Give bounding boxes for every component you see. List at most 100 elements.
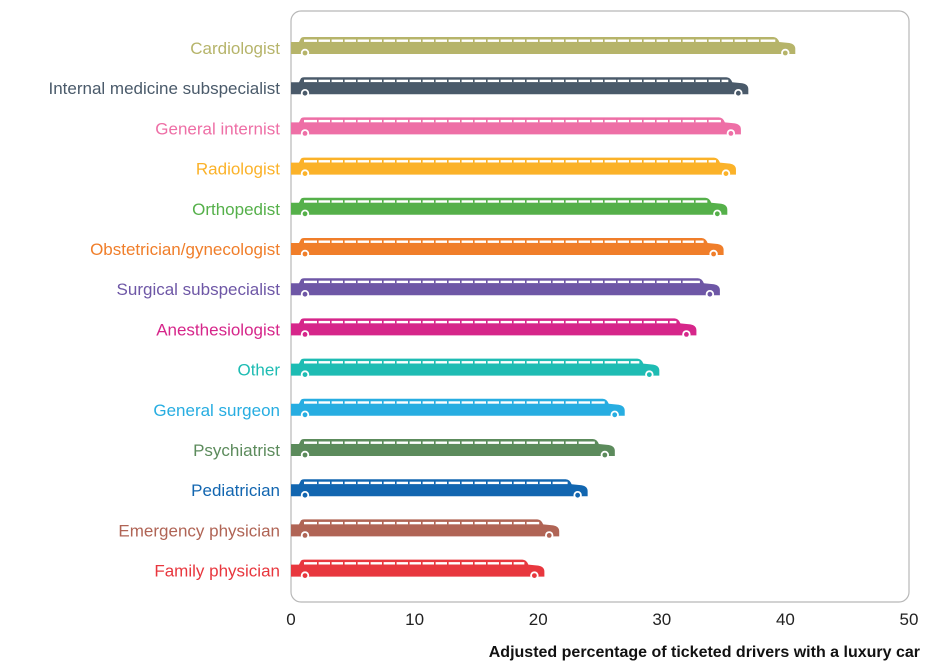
bar-window-divider	[395, 239, 397, 243]
bar-window-divider	[577, 118, 579, 123]
bar-window-divider	[577, 399, 579, 404]
bar-window-divider	[590, 158, 592, 163]
bar-window-divider	[434, 118, 436, 123]
bar-window-divider	[421, 319, 423, 324]
bar-wheel-hub	[302, 533, 308, 538]
bar-window-divider	[590, 38, 592, 42]
bar-window-divider	[460, 239, 462, 243]
bar-window-strip	[304, 280, 700, 284]
bar-window-divider	[356, 158, 358, 163]
bar-window-divider	[434, 279, 436, 284]
bar-window-divider	[395, 38, 397, 42]
bar-window-divider	[460, 560, 462, 565]
bar-window-divider	[460, 279, 462, 284]
bar-11	[291, 479, 588, 500]
bar-window-divider	[317, 118, 319, 123]
bar-window-divider	[551, 480, 553, 485]
bar-window-divider	[525, 520, 527, 525]
bar-window-divider	[343, 319, 345, 324]
bar-window-divider	[642, 198, 644, 203]
bar-window-divider	[564, 198, 566, 203]
bar-window-divider	[330, 158, 332, 163]
bar-window-divider	[460, 38, 462, 42]
bar-window-divider	[460, 158, 462, 163]
bar-window-divider	[434, 440, 436, 444]
bar-window-divider	[642, 279, 644, 284]
bar-window-divider	[382, 78, 384, 83]
bar-window-divider	[356, 399, 358, 404]
bar-window-divider	[343, 198, 345, 203]
bar-window-divider	[525, 399, 527, 404]
bar-window-divider	[538, 440, 540, 444]
bar-window-divider	[538, 359, 540, 364]
bar-window-divider	[538, 480, 540, 485]
bar-window-divider	[369, 359, 371, 364]
bar-window-divider	[525, 198, 527, 203]
bar-window-divider	[486, 480, 488, 485]
bar-window-divider	[317, 239, 319, 243]
bar-window-divider	[330, 520, 332, 525]
bar-window-divider	[642, 319, 644, 324]
bar-window-divider	[525, 480, 527, 485]
bar-window-divider	[603, 239, 605, 243]
bar-window-strip	[304, 240, 704, 243]
bar-window-divider	[668, 319, 670, 324]
bar-window-divider	[434, 520, 436, 525]
bar-window-divider	[486, 520, 488, 525]
bar-wheel-hub	[302, 452, 308, 458]
bar-wheel-hub	[575, 492, 581, 498]
category-label: Pediatrician	[191, 481, 280, 500]
bar-window-divider	[512, 560, 514, 565]
bar-12	[291, 519, 560, 540]
bar-window-divider	[356, 560, 358, 565]
bar-window-divider	[564, 399, 566, 404]
bar-window-divider	[694, 158, 696, 163]
bar-window-divider	[382, 158, 384, 163]
bar-window-divider	[421, 118, 423, 123]
bar-window-divider	[395, 78, 397, 83]
bar-window-divider	[603, 78, 605, 83]
bar-window-divider	[629, 319, 631, 324]
bar-window-divider	[512, 38, 514, 42]
bar-window-divider	[343, 158, 345, 163]
bar-window-divider	[447, 38, 449, 42]
bar-window-divider	[616, 118, 618, 123]
bar-window-divider	[525, 319, 527, 324]
category-label: Anesthesiologist	[156, 320, 280, 339]
bar-window-divider	[694, 78, 696, 83]
bar-window-divider	[421, 440, 423, 444]
bar-window-divider	[603, 319, 605, 324]
bar-window-divider	[577, 158, 579, 163]
bar-window-divider	[499, 78, 501, 83]
bar-wheel-hub	[302, 332, 308, 337]
bar-window-divider	[343, 239, 345, 243]
bar-window-divider	[317, 198, 319, 203]
bar-wheel-hub	[612, 412, 618, 418]
bar-wheel-hub	[711, 251, 716, 257]
bar-window-divider	[681, 279, 683, 284]
bar-window-divider	[447, 279, 449, 284]
category-label: Internal medicine subspecialist	[48, 79, 280, 98]
bar-window-divider	[538, 279, 540, 284]
bar-wheel-hub	[302, 171, 308, 177]
bar-window-divider	[603, 38, 605, 42]
bar-window-divider	[434, 38, 436, 42]
bar-window-divider	[343, 279, 345, 284]
bar-window-divider	[434, 198, 436, 203]
bar-window-divider	[343, 399, 345, 404]
bar-window-divider	[616, 158, 618, 163]
bar-window-divider	[473, 440, 475, 444]
bar-window-divider	[590, 78, 592, 83]
bar-window-divider	[434, 78, 436, 83]
bar-window-divider	[369, 279, 371, 284]
bar-window-divider	[512, 440, 514, 444]
bar-window-divider	[603, 158, 605, 163]
bar-window-divider	[421, 158, 423, 163]
bar-window-divider	[564, 359, 566, 364]
bar-window-divider	[668, 158, 670, 163]
bar-window-divider	[707, 158, 709, 163]
bar-window-divider	[655, 158, 657, 163]
bar-window-divider	[317, 158, 319, 163]
bar-window-divider	[330, 399, 332, 404]
bar-window-divider	[473, 520, 475, 525]
